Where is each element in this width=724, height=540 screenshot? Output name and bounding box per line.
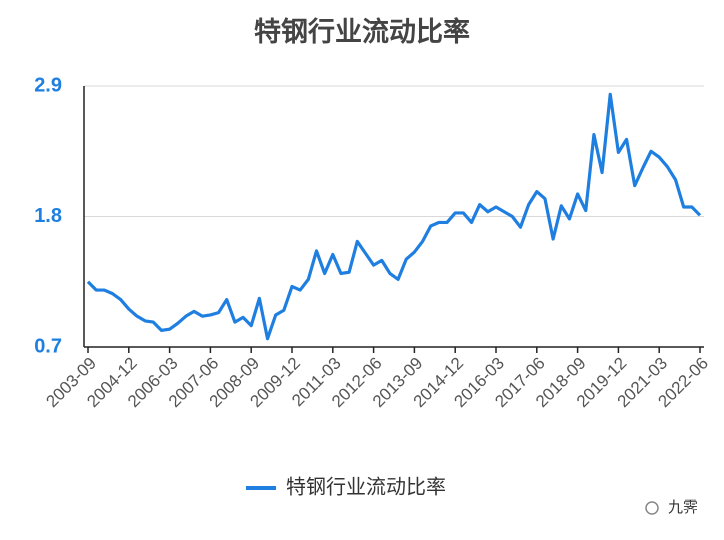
chart-title: 特钢行业流动比率: [254, 16, 470, 47]
y-tick-label: 0.7: [34, 335, 62, 357]
y-tick-label: 2.9: [34, 74, 62, 96]
y-tick-label: 1.8: [34, 205, 62, 227]
watermark: 九霁: [668, 499, 698, 516]
watermark-icon: [645, 501, 659, 515]
legend-label: 特钢行业流动比率: [286, 475, 446, 498]
line-series: [86, 92, 702, 341]
